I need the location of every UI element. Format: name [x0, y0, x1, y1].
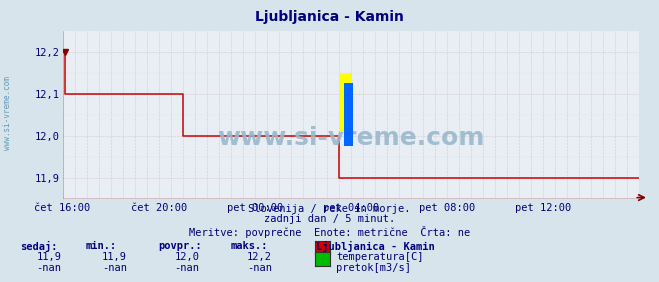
Bar [340, 73, 351, 132]
Text: 11,9: 11,9 [102, 252, 127, 261]
Text: zadnji dan / 5 minut.: zadnji dan / 5 minut. [264, 214, 395, 224]
Text: -nan: -nan [175, 263, 200, 273]
Text: -nan: -nan [36, 263, 61, 273]
Text: www.si-vreme.com: www.si-vreme.com [3, 76, 13, 150]
Text: -nan: -nan [247, 263, 272, 273]
Text: Ljubljanica - Kamin: Ljubljanica - Kamin [316, 241, 435, 252]
Text: 12,0: 12,0 [175, 252, 200, 261]
Text: pretok[m3/s]: pretok[m3/s] [336, 263, 411, 273]
Text: maks.:: maks.: [231, 241, 268, 251]
Text: Meritve: povprečne  Enote: metrične  Črta: ne: Meritve: povprečne Enote: metrične Črta:… [189, 226, 470, 238]
Text: min.:: min.: [86, 241, 117, 251]
Text: 11,9: 11,9 [36, 252, 61, 261]
Bar [344, 83, 353, 146]
Text: www.si-vreme.com: www.si-vreme.com [217, 126, 484, 150]
Text: temperatura[C]: temperatura[C] [336, 252, 424, 261]
Text: povpr.:: povpr.: [158, 241, 202, 251]
Text: Ljubljanica - Kamin: Ljubljanica - Kamin [255, 10, 404, 24]
Text: -nan: -nan [102, 263, 127, 273]
Text: sedaj:: sedaj: [20, 241, 57, 252]
Text: Slovenija / reke in morje.: Slovenija / reke in morje. [248, 204, 411, 214]
Text: 12,2: 12,2 [247, 252, 272, 261]
